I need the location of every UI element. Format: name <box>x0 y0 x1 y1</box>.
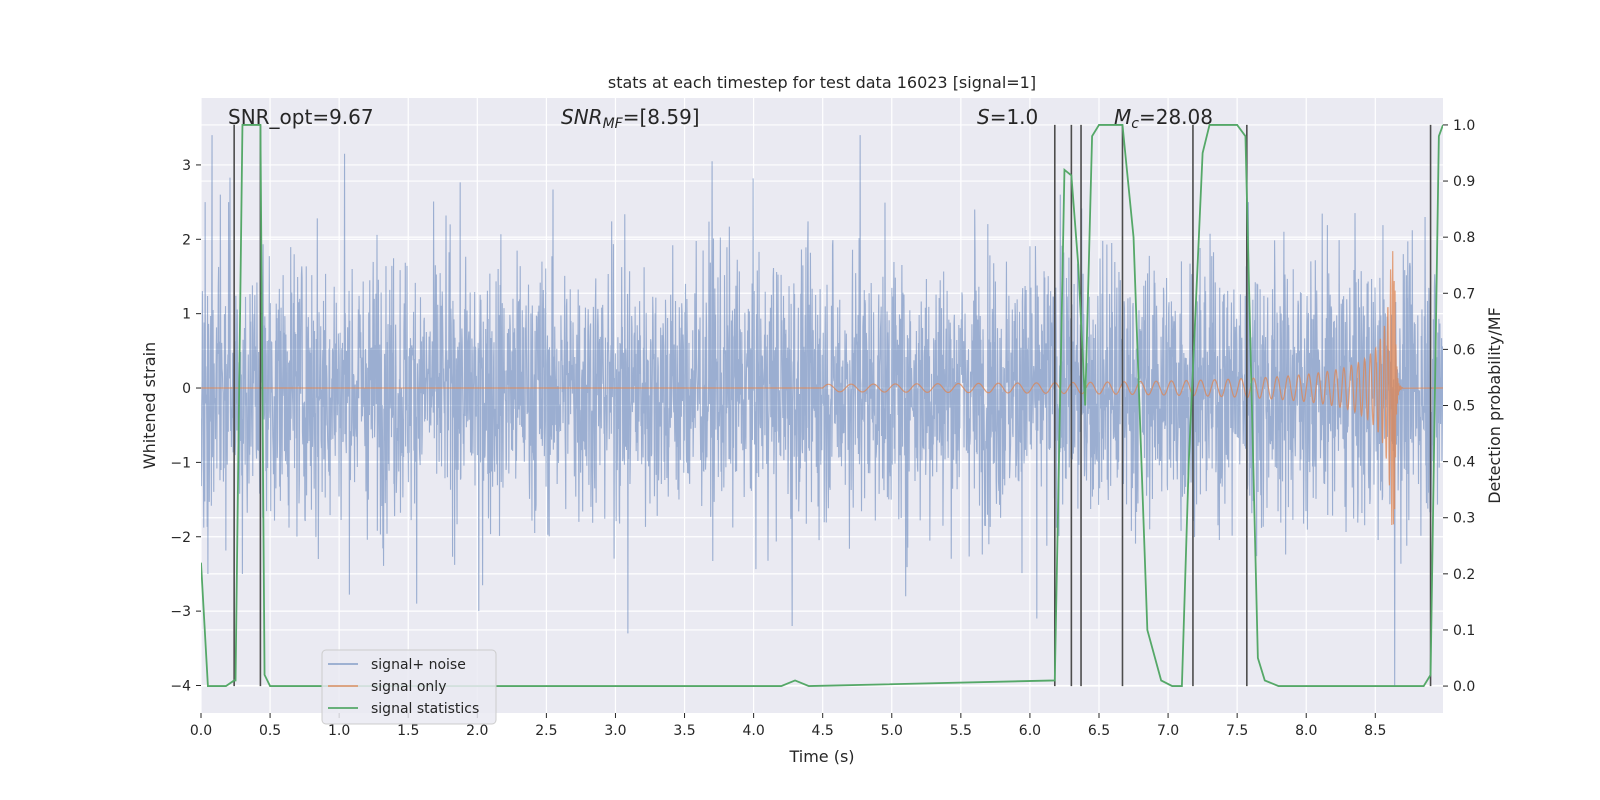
legend: signal+ noise signal only signal statist… <box>322 650 496 724</box>
x-tick-label: 6.5 <box>1088 723 1110 739</box>
y2-tick-label: 0.5 <box>1453 399 1475 415</box>
x-axis-label: Time (s) <box>788 747 854 766</box>
snr-mf-value: =[8.59] <box>623 105 700 129</box>
x-tick-label: 4.5 <box>812 723 834 739</box>
x-tick-label: 0.0 <box>190 723 212 739</box>
y-tick-label: −4 <box>170 678 191 694</box>
x-tick-label: 1.0 <box>328 723 350 739</box>
annotation-snr-mf: SNRMF=[8.59] <box>561 105 700 132</box>
y-tick-label: 2 <box>182 232 191 248</box>
x-tick-label: 1.5 <box>397 723 419 739</box>
y2-tick-label: 0.6 <box>1453 342 1475 358</box>
x-tick-label: 2.5 <box>535 723 557 739</box>
legend-label-signal-statistics: signal statistics <box>371 701 479 717</box>
x-tick-label: 2.0 <box>466 723 488 739</box>
y-tick-label: −1 <box>170 455 191 471</box>
x-tick-label: 7.0 <box>1157 723 1179 739</box>
x-tick-label: 8.5 <box>1364 723 1386 739</box>
y2-axis-label: Detection probability/MF <box>1485 307 1504 504</box>
x-tick-label: 6.0 <box>1019 723 1041 739</box>
y2-tick-label: 0.9 <box>1453 174 1475 190</box>
y2-tick-label: 0.7 <box>1453 286 1475 302</box>
annotation-mc: Mc=28.08 <box>1114 105 1213 132</box>
s-value: =1.0 <box>990 105 1039 129</box>
y2-tick-label: 0.8 <box>1453 230 1475 246</box>
y2-tick-label: 0.1 <box>1453 623 1475 639</box>
legend-label-signal-only: signal only <box>371 679 446 695</box>
y-tick-label: 0 <box>182 381 191 397</box>
annotation-snr-opt: SNR_opt=9.67 <box>228 105 374 129</box>
snr-mf-subscript: MF <box>603 116 624 132</box>
y-tick-label: −3 <box>170 604 191 620</box>
annotation-s: S=1.0 <box>977 105 1038 129</box>
x-tick-label: 3.5 <box>673 723 695 739</box>
mc-symbol: M <box>1114 105 1131 129</box>
x-tick-label: 7.5 <box>1226 723 1248 739</box>
x-tick-label: 0.5 <box>259 723 281 739</box>
y2-tick-label: 1.0 <box>1453 118 1475 134</box>
y2-tick-label: 0.0 <box>1453 679 1475 695</box>
y-tick-label: 1 <box>182 307 191 323</box>
x-tick-label: 5.0 <box>881 723 903 739</box>
chart-figure: 0.0 0.5 1.0 1.5 2.0 2.5 3.0 3.5 4.0 4.5 5.0 5.5 6.0 6… <box>0 0 1600 800</box>
x-tick-label: 3.0 <box>604 723 626 739</box>
y-tick-label: −2 <box>170 530 191 546</box>
y-axis-label: Whitened strain <box>140 342 159 469</box>
y2-tick-label: 0.3 <box>1453 511 1475 527</box>
y2-tick-label: 0.2 <box>1453 567 1475 583</box>
legend-label-signal-noise: signal+ noise <box>371 657 466 673</box>
y-tick-label: 3 <box>182 158 191 174</box>
x-tick-label: 4.0 <box>742 723 764 739</box>
x-tick-label: 5.5 <box>950 723 972 739</box>
s-symbol: S <box>977 105 990 129</box>
y2-tick-label: 0.4 <box>1453 455 1475 471</box>
chart-title: stats at each timestep for test data 160… <box>608 73 1036 92</box>
snr-mf-symbol: SNR <box>561 105 603 129</box>
x-tick-label: 8.0 <box>1295 723 1317 739</box>
mc-value: =28.08 <box>1139 105 1213 129</box>
